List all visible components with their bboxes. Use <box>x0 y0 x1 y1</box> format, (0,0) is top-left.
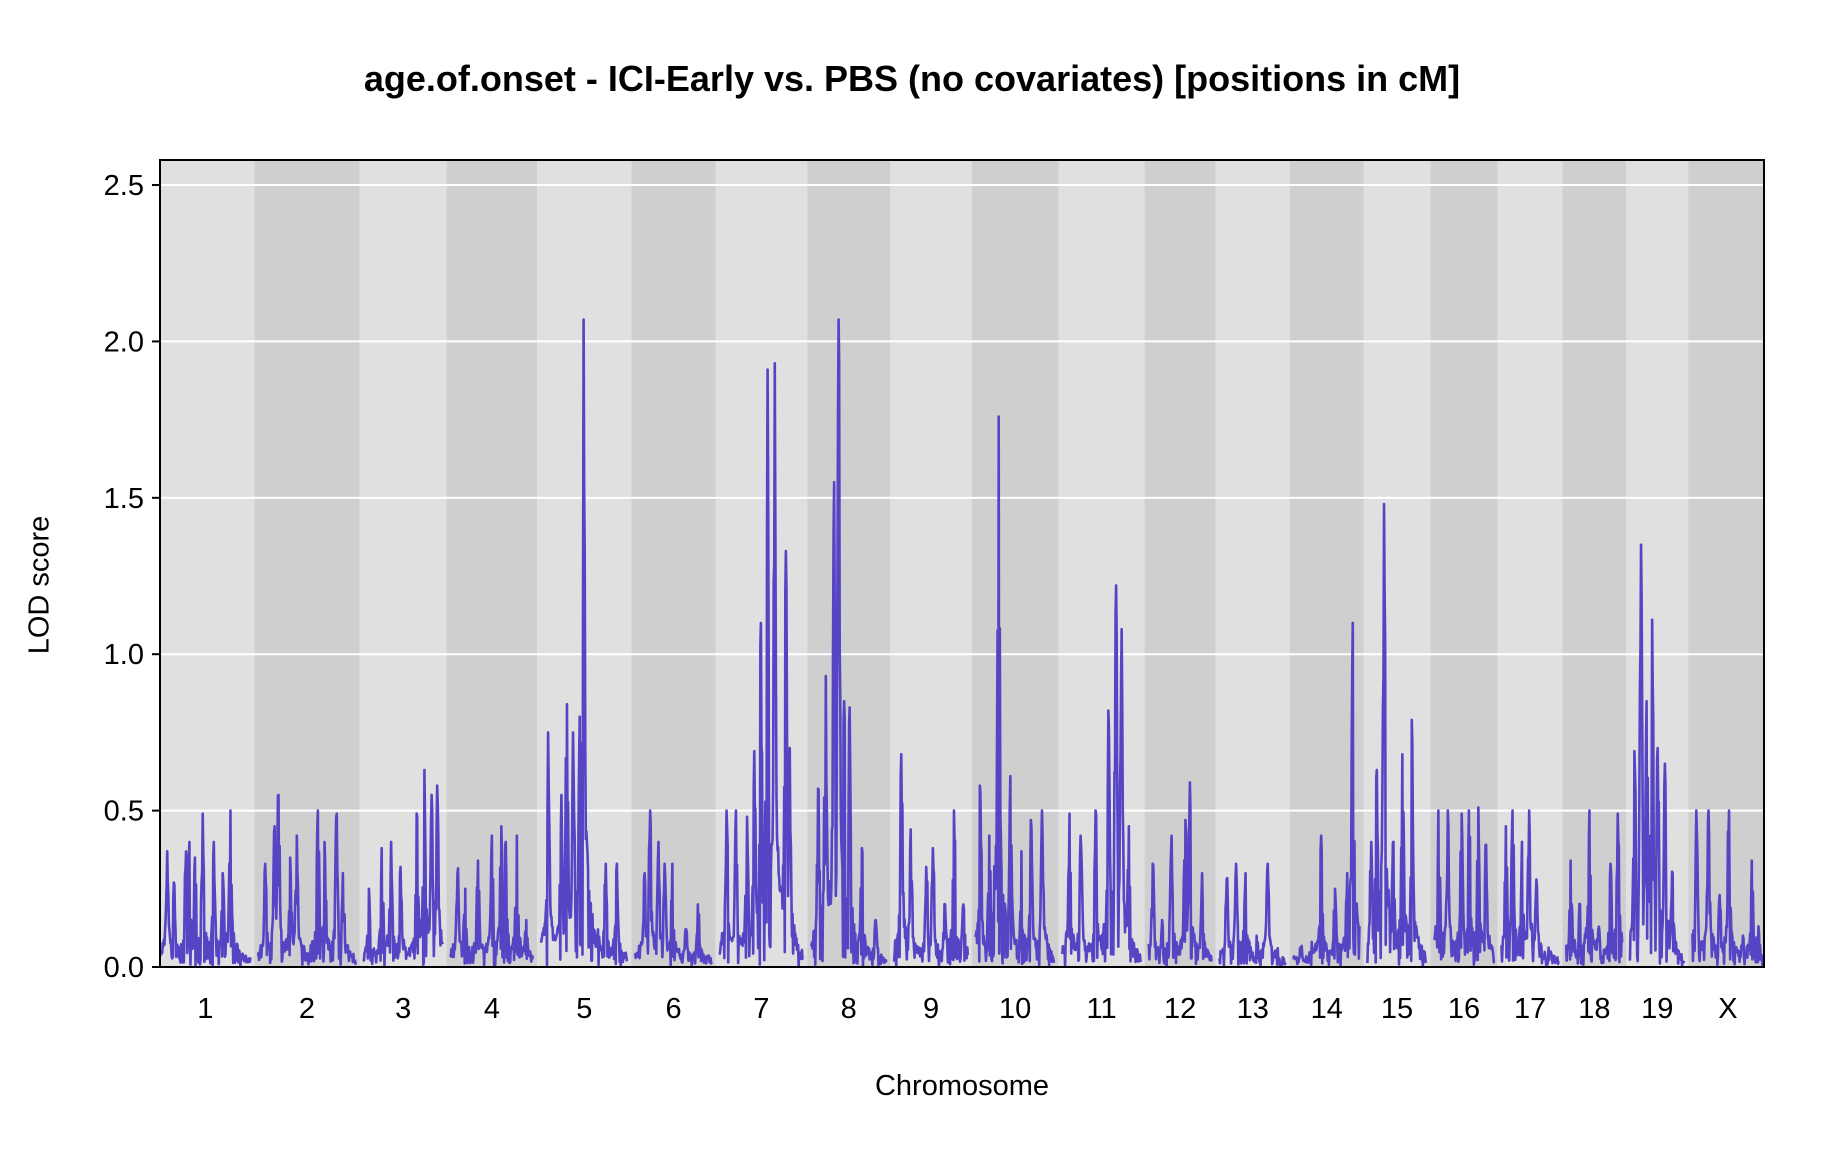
x-tick-label: 16 <box>1448 993 1480 1025</box>
chromosome-band-4 <box>446 160 538 967</box>
x-tick-label: 15 <box>1381 993 1413 1025</box>
chromosome-band-11 <box>1058 160 1145 967</box>
lod-series-chr-1 <box>158 809 252 968</box>
lod-series-chr-9 <box>892 753 970 968</box>
chromosome-band-1 <box>160 160 255 967</box>
x-tick-label: 3 <box>395 993 411 1025</box>
chromosome-band-15 <box>1363 160 1431 967</box>
y-axis-ticks: 0.0 0.5 1.0 1.5 2.0 2.5 <box>104 170 160 984</box>
lod-series-chr-6 <box>633 809 713 967</box>
x-tick-label: 1 <box>197 993 213 1025</box>
lod-series-chr-x <box>1690 809 1765 967</box>
x-tick-label: X <box>1718 993 1737 1025</box>
lod-series-chr-7 <box>718 362 805 968</box>
x-axis-ticks: 1 2 3 4 5 6 7 8 9 10 11 12 13 14 15 16 17 18 19 X <box>197 993 1737 1025</box>
lod-series-chr-5 <box>539 318 629 968</box>
y-tick-label: 2.5 <box>104 170 144 202</box>
x-tick-label: 12 <box>1164 993 1196 1025</box>
lod-series-chr-12 <box>1147 781 1213 969</box>
x-tick-label: 10 <box>999 993 1031 1025</box>
chromosome-band-12 <box>1144 160 1216 967</box>
lod-series-chr-18 <box>1564 809 1624 967</box>
x-tick-label: 9 <box>923 993 939 1025</box>
lod-series-chr-19 <box>1628 543 1686 968</box>
lod-series-chr-13 <box>1218 862 1287 969</box>
chromosome-band-18 <box>1562 160 1627 967</box>
chromosome-band-9 <box>890 160 972 967</box>
chromosome-band-13 <box>1215 160 1290 967</box>
x-tick-label: 18 <box>1578 993 1610 1025</box>
lod-series-chr-2 <box>256 793 357 967</box>
x-tick-label: 8 <box>841 993 857 1025</box>
lod-series-chr-11 <box>1061 584 1142 968</box>
lod-series-chr-10 <box>974 415 1056 967</box>
x-tick-label: 19 <box>1641 993 1673 1025</box>
y-tick-label: 1.5 <box>104 483 144 515</box>
lod-series <box>158 318 1765 969</box>
lod-series-chr-14 <box>1292 621 1361 967</box>
chart-title: age.of.onset - ICI-Early vs. PBS (no cov… <box>363 58 1461 99</box>
lod-series-chr-16 <box>1432 806 1496 966</box>
chromosome-band-x <box>1688 160 1764 967</box>
chromosome-band-6 <box>631 160 716 967</box>
chromosome-band-2 <box>254 160 360 967</box>
lod-series-chr-4 <box>449 824 535 968</box>
lod-series-chr-8 <box>810 318 888 967</box>
gridlines <box>160 184 1764 812</box>
lod-series-chr-3 <box>362 768 444 967</box>
lod-series-chr-15 <box>1366 502 1428 968</box>
x-tick-label: 7 <box>753 993 769 1025</box>
y-tick-label: 2.0 <box>104 326 144 358</box>
plot-frame <box>159 159 1765 968</box>
lod-series-chr-17 <box>1500 809 1560 968</box>
y-tick-label: 1.0 <box>104 639 144 671</box>
x-tick-label: 6 <box>665 993 681 1025</box>
y-tick-label: 0.5 <box>104 796 144 828</box>
chromosome-band-10 <box>971 160 1059 967</box>
chromosome-band-16 <box>1430 160 1498 967</box>
x-axis-label: Chromosome <box>874 1070 1050 1102</box>
x-tick-label: 2 <box>299 993 315 1025</box>
x-tick-label: 13 <box>1237 993 1269 1025</box>
chromosome-bands <box>160 160 1764 967</box>
x-tick-label: 11 <box>1087 993 1117 1025</box>
x-tick-label: 5 <box>576 993 592 1025</box>
x-tick-label: 14 <box>1311 993 1343 1025</box>
x-tick-label: 17 <box>1514 993 1546 1025</box>
y-tick-label: 0.0 <box>104 952 144 984</box>
x-tick-label: 4 <box>484 993 500 1025</box>
